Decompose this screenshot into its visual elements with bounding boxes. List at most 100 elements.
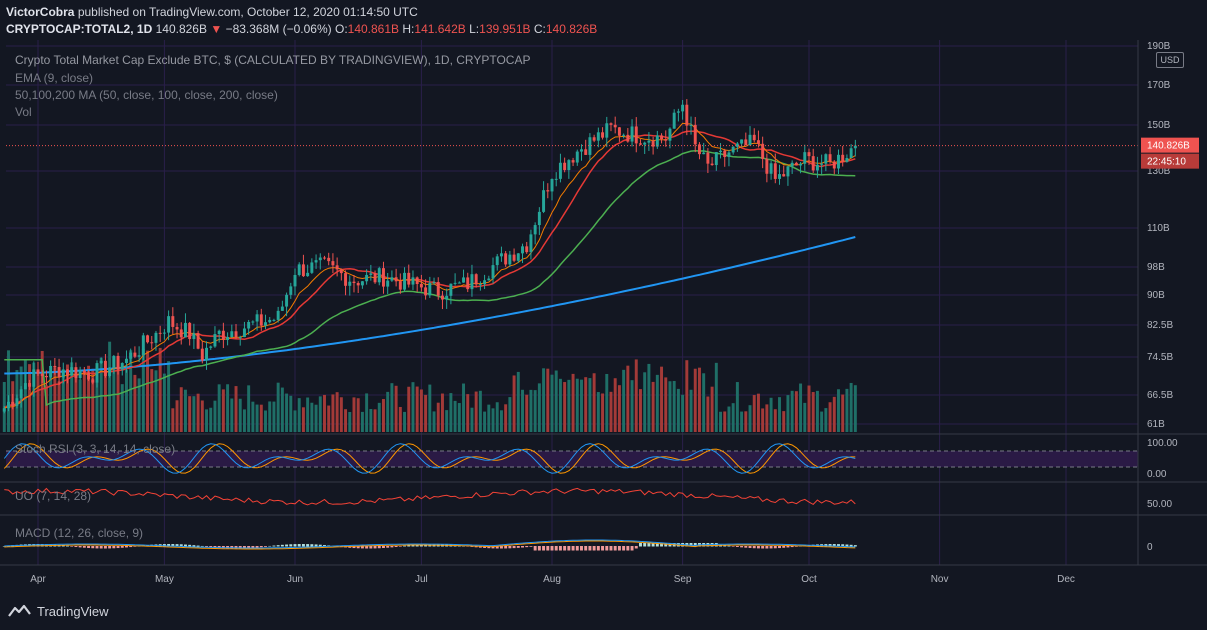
volume-bar	[622, 369, 626, 432]
volume-bar	[617, 385, 621, 432]
macd-hist-bar	[259, 546, 263, 548]
symbol-label[interactable]: CRYPTOCAP:TOTAL2, 1D	[6, 22, 153, 36]
candle-body	[432, 282, 436, 284]
candle-body	[264, 322, 267, 326]
candle-body	[689, 124, 693, 126]
volume-bar	[567, 379, 571, 432]
candle-body	[390, 277, 394, 281]
legend-vol[interactable]: Vol	[15, 105, 32, 119]
candle-body	[613, 124, 617, 128]
candle-body	[499, 253, 503, 257]
candle-body	[411, 277, 415, 285]
volume-bar	[36, 371, 40, 432]
macd-hist-bar	[588, 546, 592, 551]
volume-bar	[735, 382, 739, 432]
volume-bar	[82, 369, 86, 432]
volume-bar	[141, 348, 145, 432]
volume-bar	[765, 404, 769, 432]
macd-hist-bar	[285, 544, 289, 547]
time-tick-label: Jul	[415, 574, 428, 585]
macd-hist-bar	[563, 546, 567, 551]
macd-hist-bar	[643, 543, 647, 547]
volume-bar	[558, 378, 562, 432]
countdown-label: 22:45:10	[1147, 157, 1186, 168]
macd-label[interactable]: MACD (12, 26, close, 9)	[15, 526, 144, 540]
volume-bar	[221, 389, 225, 432]
candle-body	[162, 332, 166, 334]
macd-hist-bar	[841, 544, 845, 547]
macd-hist-bar	[584, 546, 588, 551]
volume-bar	[516, 371, 520, 432]
macd-hist-bar	[171, 544, 175, 547]
currency-badge[interactable]: USD	[1156, 52, 1184, 68]
candle-body	[36, 369, 40, 374]
publisher-name[interactable]: VictorCobra	[6, 5, 75, 19]
low-value: 139.951B	[479, 22, 531, 36]
open-value: 140.861B	[347, 22, 400, 36]
volume-bar	[369, 409, 373, 432]
volume-bar	[293, 410, 297, 432]
volume-bar	[803, 402, 807, 432]
pane-tick-label: 0.00	[1147, 469, 1167, 480]
candle-body	[756, 140, 760, 144]
candle-body	[377, 268, 381, 283]
uo-label[interactable]: UO (7, 14, 28)	[15, 489, 92, 503]
legend-ma[interactable]: 50,100,200 MA (50, close, 100, close, 20…	[15, 88, 278, 102]
macd-hist-bar	[112, 546, 116, 549]
candle-body	[605, 123, 609, 138]
macd-hist-bar	[415, 544, 419, 547]
volume-bar	[234, 386, 238, 432]
macd-hist-bar	[205, 546, 208, 547]
candle-body	[154, 332, 158, 343]
macd-hist-bar	[280, 544, 284, 547]
tradingview-logo[interactable]: TradingView	[8, 603, 109, 619]
volume-bar	[108, 341, 112, 432]
candle-body	[457, 282, 461, 284]
volume-bar	[183, 389, 187, 432]
macd-hist-bar	[2, 546, 6, 547]
volume-bar	[706, 396, 710, 432]
candle-body	[622, 134, 626, 136]
candle-body	[314, 260, 318, 263]
macd-hist-bar	[773, 546, 777, 549]
close-value: 140.826B	[545, 22, 598, 36]
candle-body	[339, 269, 343, 274]
volume-bar	[259, 404, 263, 432]
volume-bar	[790, 390, 794, 432]
stoch-label[interactable]: Stoch RSI (3, 3, 14, 14, close)	[15, 442, 176, 456]
macd-hist-bar	[483, 546, 487, 548]
volume-bar	[466, 394, 470, 432]
candle-body	[849, 148, 853, 159]
macd-hist-bar	[748, 546, 752, 548]
candle-body	[626, 134, 630, 142]
volume-bar	[672, 380, 676, 432]
candle-body	[609, 123, 613, 125]
macd-hist-bar	[352, 546, 356, 549]
legend-ema[interactable]: EMA (9, close)	[15, 71, 94, 85]
candle-body	[108, 367, 112, 376]
macd-hist-bar	[735, 546, 739, 547]
volume-bar	[837, 389, 840, 432]
candle-body	[449, 283, 453, 296]
candle-body	[773, 163, 777, 179]
macd-hist-bar	[125, 546, 128, 548]
candle-body	[310, 262, 314, 273]
macd-hist-bar	[217, 546, 221, 548]
time-tick-label: Aug	[543, 574, 561, 585]
volume-bar	[23, 360, 27, 432]
macd-hist-bar	[373, 546, 377, 549]
volume-bar	[554, 370, 558, 432]
candle-body	[634, 126, 638, 144]
volume-bar	[49, 371, 53, 432]
candle-body	[318, 257, 322, 261]
macd-hist-bar	[740, 546, 744, 548]
macd-hist-bar	[837, 544, 840, 547]
candle-body	[352, 281, 356, 283]
volume-bar	[365, 393, 369, 432]
candle-body	[820, 163, 824, 165]
volume-bar	[125, 369, 128, 432]
candle-body	[15, 398, 19, 406]
macd-hist-bar	[571, 546, 575, 551]
macd-hist-bar	[521, 546, 524, 548]
